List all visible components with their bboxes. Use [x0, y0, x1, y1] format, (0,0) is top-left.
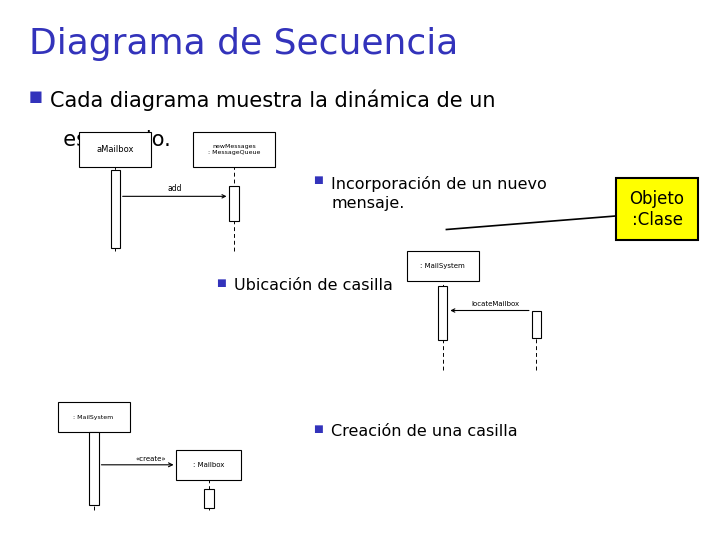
Bar [111, 170, 120, 248]
Bar [438, 286, 448, 340]
Text: ■: ■ [313, 176, 323, 186]
Bar [616, 178, 698, 240]
Text: Objeto
:Clase: Objeto :Clase [629, 190, 685, 228]
Text: Diagrama de Secuencia: Diagrama de Secuencia [29, 27, 458, 61]
Text: Incorporación de un nuevo
mensaje.: Incorporación de un nuevo mensaje. [331, 176, 547, 211]
Text: : MailSystem: : MailSystem [73, 415, 114, 420]
Text: ■: ■ [313, 424, 323, 434]
Text: ■: ■ [216, 278, 226, 288]
Text: Ubicación de casilla: Ubicación de casilla [234, 278, 393, 293]
Text: aMailbox: aMailbox [96, 145, 134, 154]
Bar [89, 432, 99, 505]
Text: locateMailbox: locateMailbox [472, 301, 520, 307]
Text: ■: ■ [29, 89, 42, 104]
Text: Creación de una casilla: Creación de una casilla [331, 424, 518, 439]
Bar [407, 251, 479, 281]
Bar [531, 310, 541, 338]
Bar [176, 450, 241, 480]
Bar [58, 402, 130, 432]
Text: Cada diagrama muestra la dinámica de un: Cada diagrama muestra la dinámica de un [50, 89, 496, 111]
Text: : Mailbox: : Mailbox [193, 462, 225, 468]
Bar [193, 132, 276, 167]
Bar [79, 132, 151, 167]
Text: add: add [167, 184, 182, 193]
Text: escenario.: escenario. [50, 130, 171, 150]
Bar [229, 186, 239, 221]
Text: : MailSystem: : MailSystem [420, 263, 465, 269]
Bar [204, 489, 214, 508]
Text: «create»: «create» [136, 456, 166, 462]
Text: newMessages
: MessageQueue: newMessages : MessageQueue [208, 144, 260, 155]
